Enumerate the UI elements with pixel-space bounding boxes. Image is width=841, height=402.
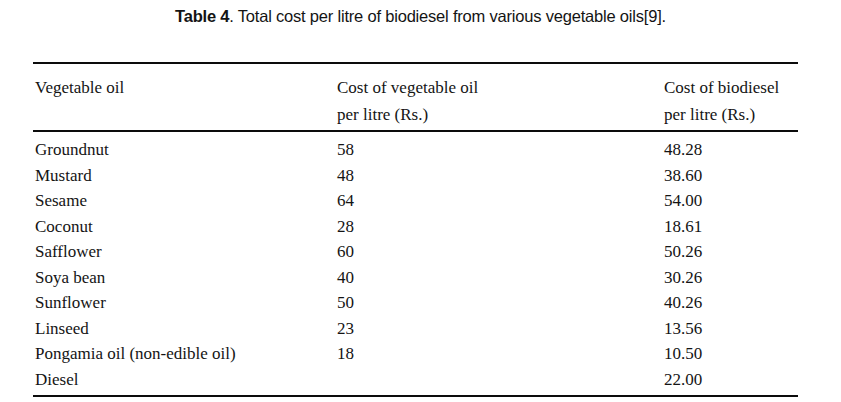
oil-cost-cell: 48 [337,163,664,189]
table-row: Soya bean4030.26 [33,265,798,291]
table-row: Mustard4838.60 [33,163,798,189]
biodiesel-cost-cell: 38.60 [664,163,798,189]
oil-name-cell: Coconut [33,214,337,240]
oil-name-cell: Mustard [33,163,337,189]
biodiesel-cost-cell: 10.50 [664,341,798,367]
oil-name-cell: Sesame [33,188,337,214]
oil-cost-cell: 64 [337,188,664,214]
header-vegetable-oil: Vegetable oil [33,63,337,131]
header-biodiesel-cost: Cost of biodiesel per litre (Rs.) [664,63,798,131]
table-caption-number: Table 4 [175,7,229,25]
oil-cost-cell: 60 [337,239,664,265]
table-header: Vegetable oil Cost of vegetable oil per … [33,63,798,131]
oil-cost-cell: 40 [337,265,664,291]
table-row: Pongamia oil (non-edible oil)1810.50 [33,341,798,367]
biodiesel-cost-cell: 13.56 [664,316,798,342]
table-row: Diesel 22.00 [33,367,798,397]
table-body: Groundnut5848.28Mustard4838.60Sesame6454… [33,131,798,396]
paper-page: Table 4. Total cost per litre of biodies… [0,0,841,402]
biodiesel-cost-cell: 48.28 [664,131,798,163]
oil-name-cell: Sunflower [33,290,337,316]
biodiesel-cost-cell: 30.26 [664,265,798,291]
table-row: Sunflower5040.26 [33,290,798,316]
oil-name-cell: Linseed [33,316,337,342]
oil-name-cell: Safflower [33,239,337,265]
table-row: Groundnut5848.28 [33,131,798,163]
biodiesel-cost-cell: 54.00 [664,188,798,214]
biodiesel-cost-table: Vegetable oil Cost of vegetable oil per … [33,62,798,397]
table-row: Safflower6050.26 [33,239,798,265]
oil-cost-cell: 18 [337,341,664,367]
oil-name-cell: Diesel [33,367,337,397]
table-caption-text: . Total cost per litre of biodiesel from… [229,7,666,25]
oil-cost-cell: 23 [337,316,664,342]
biodiesel-cost-cell: 22.00 [664,367,798,397]
biodiesel-cost-cell: 50.26 [664,239,798,265]
biodiesel-cost-cell: 18.61 [664,214,798,240]
table-row: Linseed2313.56 [33,316,798,342]
oil-cost-cell [337,367,664,397]
oil-cost-cell: 28 [337,214,664,240]
oil-name-cell: Pongamia oil (non-edible oil) [33,341,337,367]
oil-name-cell: Groundnut [33,131,337,163]
oil-cost-cell: 58 [337,131,664,163]
oil-name-cell: Soya bean [33,265,337,291]
biodiesel-cost-cell: 40.26 [664,290,798,316]
table-caption: Table 4. Total cost per litre of biodies… [0,7,841,26]
oil-cost-cell: 50 [337,290,664,316]
header-oil-cost: Cost of vegetable oil per litre (Rs.) [337,63,664,131]
table-row: Sesame6454.00 [33,188,798,214]
table-row: Coconut2818.61 [33,214,798,240]
header-row: Vegetable oil Cost of vegetable oil per … [33,63,798,131]
